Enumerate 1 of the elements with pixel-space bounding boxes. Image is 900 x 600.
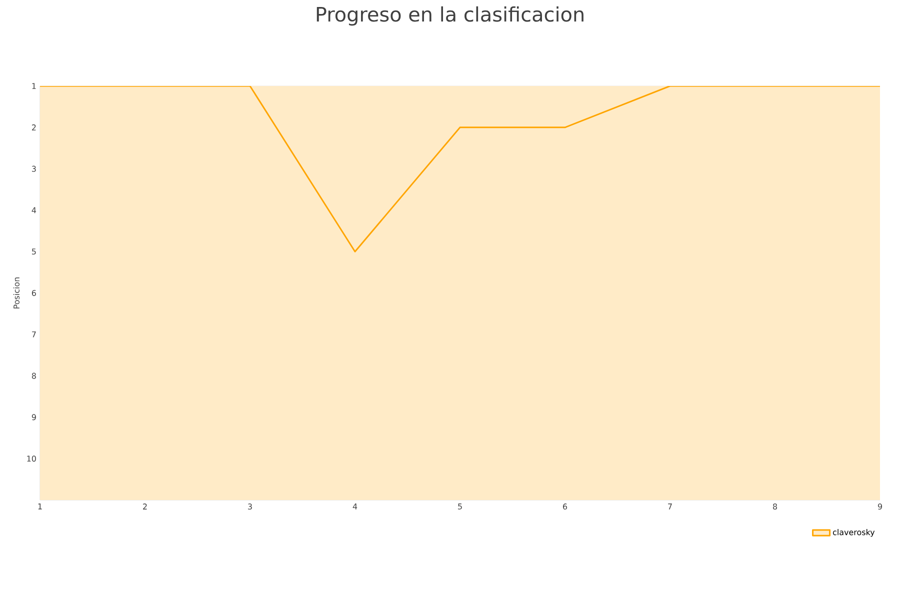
chart-title: Progreso en la clasificacion	[316, 6, 584, 26]
